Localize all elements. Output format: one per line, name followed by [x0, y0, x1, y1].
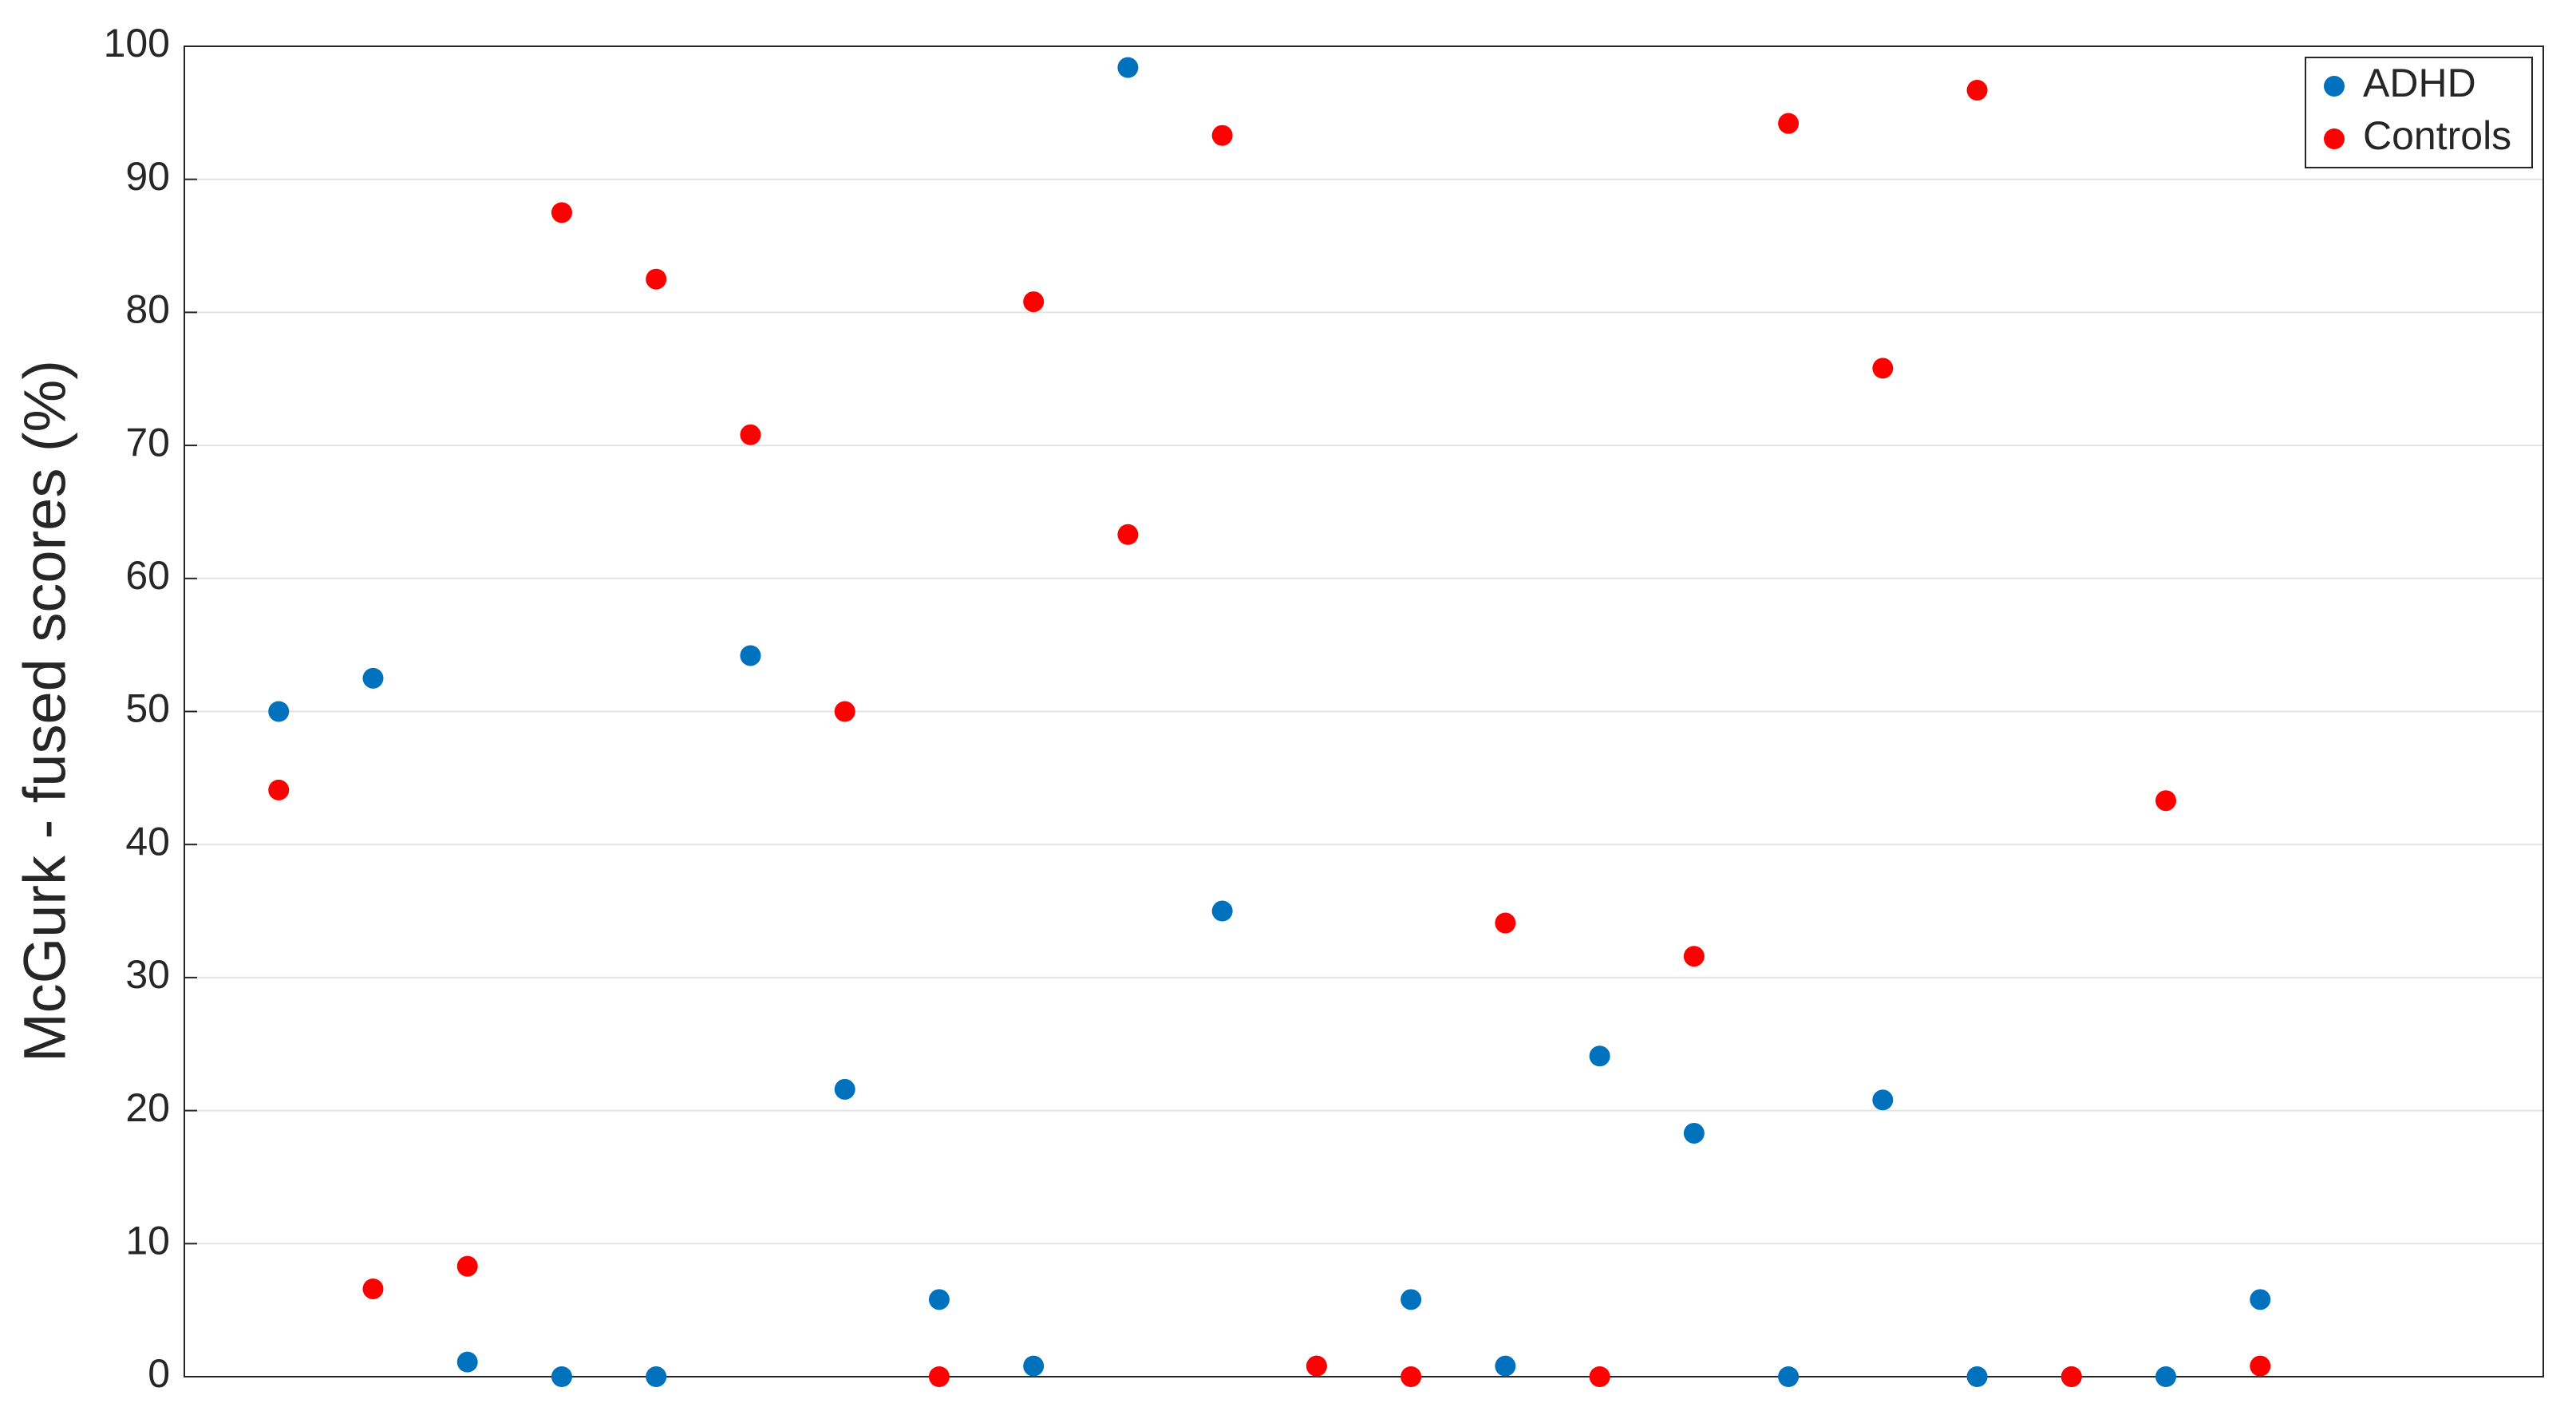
legend-box	[2305, 57, 2533, 168]
legend-label: Controls	[2363, 113, 2511, 158]
point	[1966, 1366, 1988, 1387]
point	[834, 701, 855, 722]
point	[1211, 125, 1233, 146]
point	[1117, 524, 1139, 545]
point	[1495, 912, 1516, 934]
point	[1778, 1366, 1800, 1387]
point	[1401, 1289, 1422, 1310]
point	[1872, 1089, 1894, 1111]
y-tick-label: 20	[125, 1085, 170, 1130]
y-tick-label: 80	[125, 287, 170, 332]
point	[740, 424, 761, 445]
point	[456, 1351, 478, 1373]
y-axis-label: McGurk - fused scores (%)	[12, 360, 78, 1062]
y-tick-label: 40	[125, 819, 170, 864]
point	[1683, 946, 1705, 967]
y-tick-label: 100	[104, 21, 170, 65]
y-tick-label: 70	[125, 420, 170, 464]
point	[834, 1078, 855, 1100]
point	[646, 268, 667, 290]
point	[1589, 1045, 1610, 1067]
legend-marker	[2324, 128, 2345, 149]
point	[928, 1289, 950, 1310]
point	[1778, 113, 1800, 134]
point	[551, 202, 572, 223]
point	[268, 779, 290, 800]
y-tick-label: 50	[125, 686, 170, 731]
point	[268, 701, 290, 722]
y-tick-label: 10	[125, 1219, 170, 1263]
point	[1306, 1355, 1327, 1377]
point	[646, 1366, 667, 1387]
point	[2155, 1366, 2177, 1387]
point	[1683, 1122, 1705, 1144]
point	[1117, 57, 1139, 78]
point	[362, 667, 384, 689]
point	[2250, 1355, 2271, 1377]
point	[2155, 790, 2177, 812]
point	[2060, 1366, 2082, 1387]
point	[362, 1278, 384, 1299]
point	[1872, 358, 1894, 379]
point	[551, 1366, 572, 1387]
y-tick-label: 90	[125, 154, 170, 199]
point	[1023, 1355, 1045, 1377]
y-tick-label: 30	[125, 952, 170, 997]
point	[2250, 1289, 2271, 1310]
legend-label: ADHD	[2363, 61, 2476, 105]
y-tick-label: 60	[125, 553, 170, 598]
point	[1966, 80, 1988, 101]
legend-marker	[2324, 76, 2345, 97]
point	[1023, 291, 1045, 313]
point	[1211, 900, 1233, 922]
plot-frame	[184, 45, 2544, 1377]
point	[456, 1255, 478, 1277]
point	[1401, 1366, 1422, 1387]
point	[740, 645, 761, 666]
point	[1495, 1355, 1516, 1377]
y-tick-label: 0	[148, 1351, 170, 1396]
point	[1589, 1366, 1610, 1387]
point	[928, 1366, 950, 1387]
